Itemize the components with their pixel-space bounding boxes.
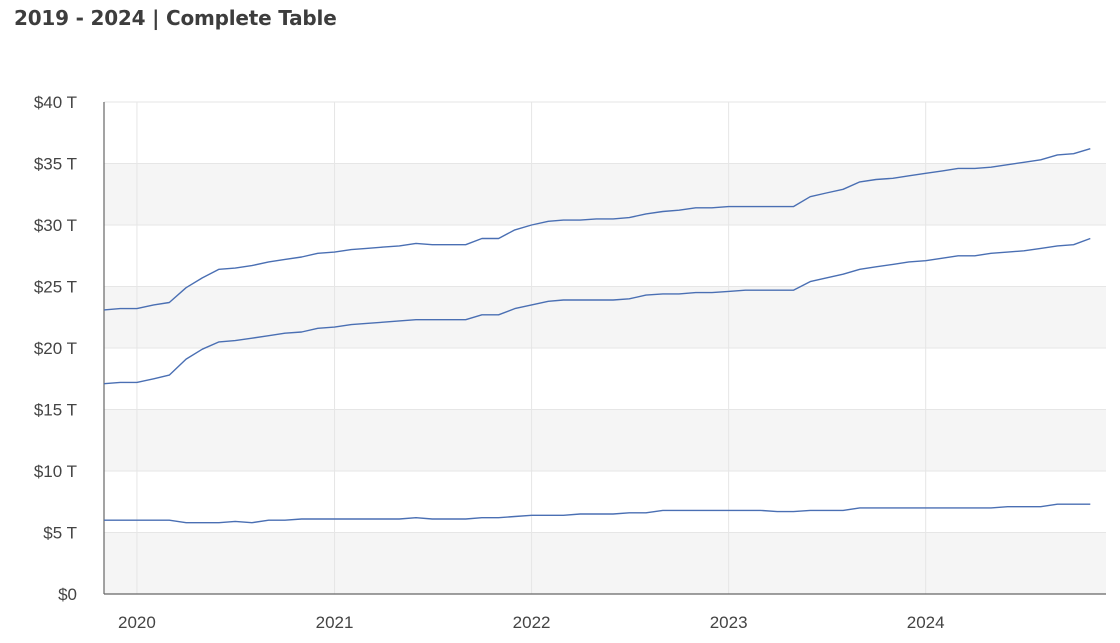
x-tick-label: 2020 bbox=[118, 613, 156, 632]
background-bands bbox=[104, 163, 1106, 594]
chart-title: 2019 - 2024 | Complete Table bbox=[14, 6, 337, 30]
y-axis-tick-labels: $0 $5 T $10 T $15 T $20 T $25 T $30 T $35 T $40 … bbox=[34, 93, 77, 604]
y-tick-label: $20 T bbox=[34, 339, 77, 358]
y-tick-label: $25 T bbox=[34, 278, 77, 297]
background-band bbox=[104, 409, 1106, 471]
background-band bbox=[104, 163, 1106, 225]
x-tick-label: 2024 bbox=[907, 613, 945, 632]
x-tick-label: 2022 bbox=[513, 613, 551, 632]
y-tick-label: $30 T bbox=[34, 216, 77, 235]
series-line bbox=[104, 503, 1091, 524]
gridlines bbox=[104, 101, 1106, 594]
series-line bbox=[103, 148, 1091, 311]
y-tick-label: $35 T bbox=[34, 155, 77, 174]
y-tick-label: $5 T bbox=[43, 524, 77, 543]
background-band bbox=[104, 286, 1106, 348]
y-tick-label: $10 T bbox=[34, 462, 77, 481]
x-axis-tick-labels: 2020 2021 2022 2023 2024 bbox=[118, 613, 945, 632]
y-tick-label: $40 T bbox=[34, 93, 77, 112]
background-band bbox=[104, 532, 1106, 594]
y-tick-label: $15 T bbox=[34, 401, 77, 420]
axes bbox=[103, 102, 1106, 595]
y-tick-label: $0 bbox=[58, 585, 77, 604]
x-tick-label: 2023 bbox=[710, 613, 748, 632]
series-line bbox=[103, 237, 1091, 385]
x-tick-label: 2021 bbox=[316, 613, 354, 632]
series-lines bbox=[103, 148, 1091, 524]
